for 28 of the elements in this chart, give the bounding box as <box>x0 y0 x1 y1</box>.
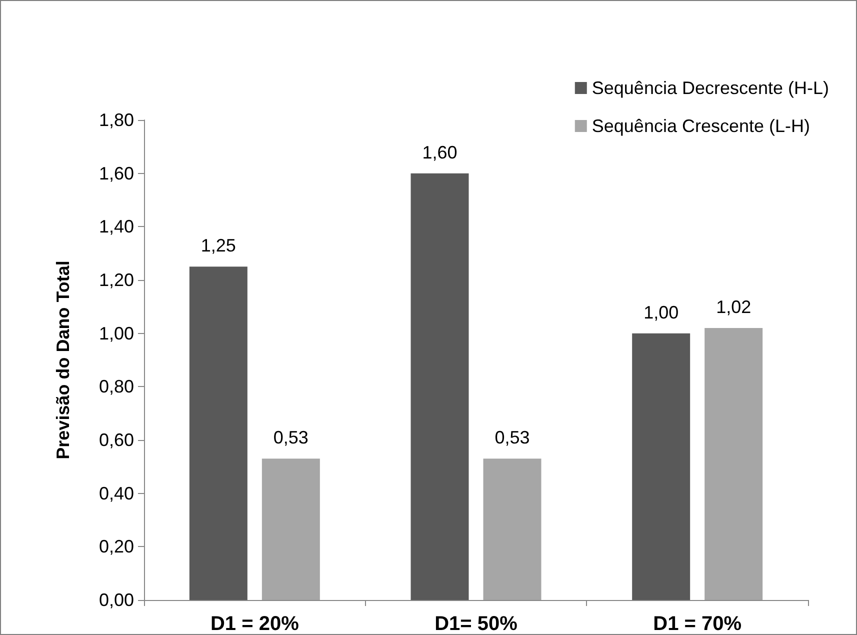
y-tick-label: 1,60 <box>98 163 134 184</box>
y-tick-label: 0,60 <box>98 430 134 450</box>
y-tick-label: 0,80 <box>98 376 134 397</box>
y-axis-title: Previsão do Dano Total <box>53 260 73 460</box>
data-label: 1,60 <box>422 142 458 162</box>
bar <box>704 328 763 600</box>
data-label: 1,02 <box>716 297 752 317</box>
data-label: 1,25 <box>200 236 236 256</box>
bar <box>189 266 248 600</box>
y-tick-label: 1,00 <box>98 323 134 344</box>
y-tick-label: 1,80 <box>98 110 134 130</box>
data-label: 1,00 <box>644 302 679 322</box>
bar <box>483 458 542 600</box>
x-tick-label: D1 = 70% <box>653 613 742 635</box>
x-tick-label: D1= 50% <box>434 613 518 635</box>
bar <box>410 173 469 600</box>
y-tick-label: 0,40 <box>98 483 134 504</box>
y-tick-label: 0,20 <box>98 536 134 557</box>
bar <box>632 333 690 600</box>
legend-label: Sequência Crescente (L-H) <box>592 116 810 136</box>
legend-label: Sequência Decrescente (H-L) <box>592 78 830 98</box>
y-tick-label: 1,40 <box>98 216 134 237</box>
x-tick-label: D1 = 20% <box>210 613 300 635</box>
data-label: 0,53 <box>494 428 530 448</box>
bar <box>262 458 320 600</box>
data-label: 0,53 <box>273 428 308 448</box>
y-tick-label: 0,00 <box>98 590 134 610</box>
y-tick-label: 1,20 <box>98 270 134 290</box>
